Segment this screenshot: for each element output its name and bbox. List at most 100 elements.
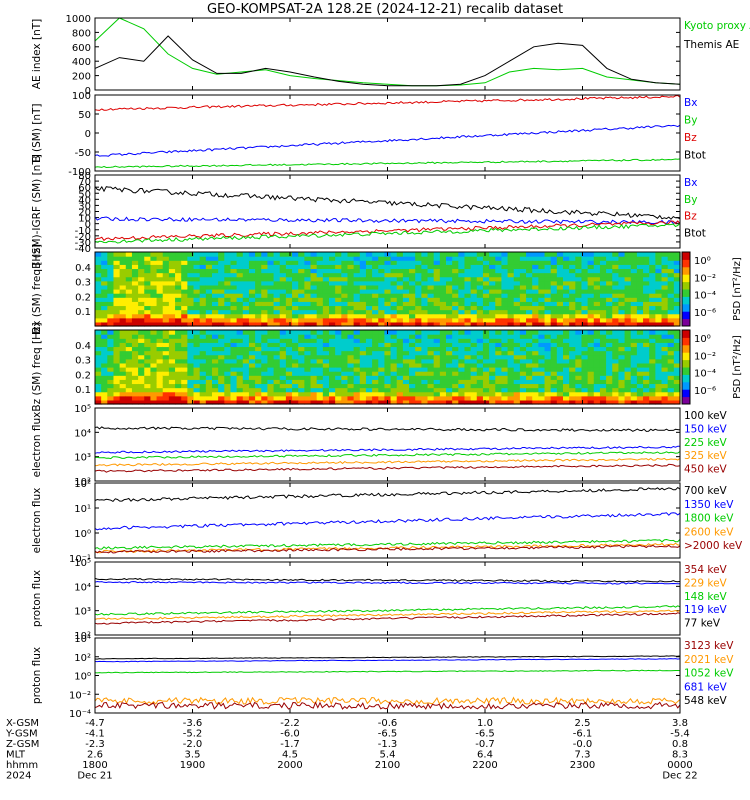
- heatmap-cell: [606, 301, 613, 307]
- panel-3: B (SM)-IGRF (SM) [nT] -40-30-20-100102030…: [31, 154, 706, 269]
- heatmap-cell: [649, 256, 656, 261]
- heatmap-cell: [131, 280, 139, 286]
- heatmap-cell: [593, 276, 601, 282]
- heatmap-cell: [495, 330, 503, 335]
- heatmap-cell: [606, 264, 613, 270]
- heatmap-cell: [292, 256, 299, 261]
- heatmap-cell: [427, 289, 435, 294]
- heatmap-cell: [507, 379, 515, 385]
- heatmap-cell: [427, 338, 435, 343]
- heatmap-cell: [372, 338, 379, 343]
- heatmap-cell: [322, 346, 330, 352]
- heatmap-cell: [402, 313, 410, 319]
- heatmap-cell: [612, 391, 620, 397]
- heatmap-cell: [212, 301, 219, 307]
- heatmap-cell: [618, 350, 626, 356]
- heatmap-cell: [162, 338, 170, 343]
- heatmap-cell: [378, 375, 386, 380]
- heatmap-cell: [384, 383, 392, 389]
- heatmap-cell: [199, 350, 207, 356]
- heatmap-cell: [359, 383, 367, 389]
- heatmap-cell: [113, 289, 121, 294]
- heatmap-cell: [526, 252, 533, 257]
- heatmap-cell: [563, 350, 570, 356]
- heatmap-cell: [181, 276, 188, 282]
- heatmap-cell: [409, 301, 416, 307]
- heatmap-cell: [593, 317, 601, 323]
- heatmap-cell: [458, 395, 466, 401]
- heatmap-cell: [636, 346, 644, 352]
- heatmap-cell: [242, 367, 250, 372]
- heatmap-cell: [199, 334, 207, 339]
- heatmap-cell: [125, 387, 133, 393]
- heatmap-cell: [544, 284, 552, 290]
- heatmap-cell: [248, 284, 256, 290]
- heatmap-cell: [630, 375, 638, 380]
- heatmap-cell: [372, 342, 379, 348]
- heatmap-cell: [285, 305, 293, 311]
- heatmap-cell: [101, 317, 108, 323]
- heatmap-cell: [113, 252, 121, 257]
- heatmap-cell: [353, 354, 361, 360]
- heatmap-cell: [267, 272, 275, 278]
- heatmap-cell: [532, 342, 539, 348]
- heatmap-cell: [279, 391, 287, 397]
- heatmap-cell: [544, 309, 552, 315]
- heatmap-cell: [113, 367, 121, 372]
- heatmap-cell: [255, 383, 262, 389]
- heatmap-cell: [329, 358, 336, 364]
- heatmap-cell: [242, 252, 250, 257]
- heatmap-cell: [415, 350, 422, 356]
- heatmap-cell: [175, 350, 182, 356]
- heatmap-cell: [199, 338, 207, 343]
- heatmap-cell: [439, 395, 447, 401]
- heatmap-cell: [587, 362, 595, 368]
- heatmap-cell: [599, 272, 607, 278]
- series-line: [94, 486, 681, 503]
- heatmap-cell: [95, 321, 102, 327]
- heatmap-cell: [661, 358, 669, 364]
- heatmap-cell: [612, 346, 620, 352]
- heatmap-cell: [464, 362, 472, 368]
- heatmap-cell: [279, 342, 287, 348]
- heatmap-cell: [187, 379, 195, 385]
- heatmap-cell: [335, 289, 342, 294]
- heatmap-cell: [464, 260, 472, 265]
- heatmap-cell: [519, 252, 527, 257]
- heatmap-cell: [335, 342, 342, 348]
- heatmap-cell: [150, 313, 158, 319]
- heatmap-cell: [113, 342, 121, 348]
- heatmap-cell: [187, 342, 195, 348]
- heatmap-cell: [489, 358, 496, 364]
- heatmap-cell: [476, 342, 484, 348]
- heatmap-cell: [341, 305, 349, 311]
- heatmap-cell: [612, 358, 620, 364]
- heatmap-cell: [378, 321, 386, 327]
- heatmap-cell: [513, 358, 521, 364]
- heatmap-cell: [409, 387, 416, 393]
- heatmap-cell: [218, 317, 225, 323]
- heatmap-cell: [298, 342, 305, 348]
- heatmap-cell: [452, 280, 459, 286]
- heatmap-cell: [550, 256, 558, 261]
- heatmap-cell: [101, 256, 108, 261]
- heatmap-cell: [495, 371, 503, 376]
- heatmap-cell: [175, 334, 182, 339]
- heatmap-cell: [495, 379, 503, 385]
- heatmap-cell: [168, 293, 176, 298]
- heatmap-cell: [341, 309, 349, 315]
- heatmap-cell: [205, 379, 213, 385]
- heatmap-cell: [138, 297, 145, 302]
- legend-entry: Btot: [684, 227, 706, 239]
- heatmap-cell: [612, 301, 620, 307]
- heatmap-cell: [181, 313, 188, 319]
- heatmap-cell: [353, 346, 361, 352]
- heatmap-cell: [304, 399, 312, 405]
- heatmap-cell: [446, 350, 453, 356]
- heatmap-cell: [606, 321, 613, 327]
- heatmap-cell: [624, 338, 632, 343]
- heatmap-cell: [526, 268, 533, 274]
- heatmap-cell: [636, 321, 644, 327]
- heatmap-cell: [415, 313, 422, 319]
- heatmap-cell: [341, 371, 349, 376]
